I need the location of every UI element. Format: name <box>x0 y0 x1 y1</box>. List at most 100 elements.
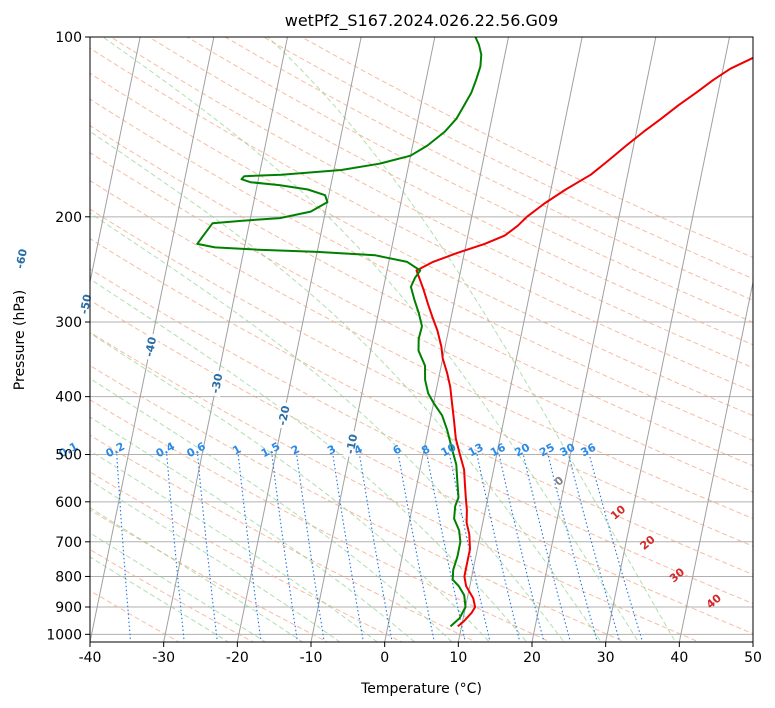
moist-adiabat-line <box>90 130 602 642</box>
moist-adiabat-line <box>267 37 677 642</box>
mixing-ratio-line <box>296 454 325 642</box>
isotherm-label-bg <box>343 429 361 458</box>
y-tick-label: 1000 <box>46 627 82 643</box>
y-tick-label: 300 <box>55 315 82 331</box>
mixing-ratio-label: 10 <box>439 441 459 460</box>
plot-area <box>90 37 753 642</box>
mixing-ratio-line <box>449 454 491 642</box>
dry-adiabat-line <box>90 471 403 642</box>
profile-lines <box>196 37 753 628</box>
mixing-ratio-line <box>116 454 132 642</box>
dry-adiabat-line <box>186 37 753 323</box>
mixing-ratio-label: 30 <box>558 441 578 460</box>
isotherm-label-bg <box>141 332 159 361</box>
mixing-ratio-label: 36 <box>579 441 599 460</box>
x-axis-label: Temperature (°C) <box>360 681 482 697</box>
isotherm-line <box>605 37 731 642</box>
isotherm-label: -30 <box>209 372 226 394</box>
isotherm-line <box>457 37 583 642</box>
mixing-ratio-line <box>397 454 435 642</box>
x-tick-label: 20 <box>523 650 541 666</box>
isotherm-line <box>163 37 289 642</box>
mixing-ratio-label: 13 <box>466 441 486 460</box>
isotherm-line <box>90 37 141 285</box>
dry-adiabat-line <box>90 98 753 441</box>
mixing-ratio-line <box>237 454 262 642</box>
mixing-ratio-line <box>358 454 393 642</box>
x-tick-label: 40 <box>670 650 688 666</box>
moist-adiabat-line <box>90 556 230 642</box>
moist-adiabat-line <box>90 278 528 642</box>
mixing-ratio-line <box>476 454 521 642</box>
dry-adiabat-line <box>90 72 753 417</box>
y-tick-label: 700 <box>55 535 82 551</box>
x-tick-label: -20 <box>226 650 249 666</box>
isotherm-label-bg <box>208 369 226 398</box>
x-tick-label: 30 <box>597 650 615 666</box>
axes: -40 -30 -20 -10 0 10 20 30 40 50 100 200 300 400 500 60… <box>46 30 762 666</box>
x-tick-label: 10 <box>449 650 467 666</box>
dewpoint-profile-line <box>196 37 483 628</box>
dry-adiabat-line <box>90 208 753 547</box>
chart-title: wetPf2_S167.2024.026.22.56.G09 <box>285 11 559 31</box>
dry-adiabat-line <box>262 37 753 280</box>
x-tick-label: -40 <box>79 650 102 666</box>
moist-adiabat-line <box>90 212 565 642</box>
dry-adiabat-line <box>90 152 753 493</box>
y-tick-label: 400 <box>55 390 82 406</box>
plot-frame <box>89 36 754 643</box>
isotherm-line <box>236 37 362 642</box>
dry-adiabat-line <box>224 37 753 301</box>
mixing-ratio-line <box>166 454 185 642</box>
isotherm-label-bg <box>12 244 30 273</box>
moist-adiabat-line <box>90 377 453 642</box>
mixing-ratio-label: 16 <box>488 441 508 460</box>
moist-adiabat-line <box>90 479 341 642</box>
isotherm-line <box>384 37 510 642</box>
y-axis-label: Pressure (hPa) <box>12 290 28 390</box>
temperature-profile-line <box>415 56 753 628</box>
isotherm-label-bg <box>275 401 293 430</box>
mixing-ratio-line <box>332 454 364 642</box>
dry-adiabat-line <box>90 47 753 393</box>
mixing-ratio-line <box>588 454 644 642</box>
mixing-ratio-line <box>197 454 218 642</box>
x-tick-label: -10 <box>300 650 323 666</box>
isotherm-label: -60 <box>13 247 30 269</box>
moist-adiabat-line <box>90 532 267 642</box>
mixing-ratio-label: 20 <box>512 441 532 460</box>
isotherm-line <box>531 37 657 642</box>
isotherm-line <box>310 37 436 642</box>
moist-adiabat-line <box>90 507 304 642</box>
moist-adiabat-line <box>90 332 491 642</box>
isotherm-line <box>678 279 753 642</box>
isotherm-label: -40 <box>143 335 160 357</box>
mixing-ratio-line <box>567 454 621 642</box>
x-tick-label: 50 <box>744 650 762 666</box>
mixing-ratio-line <box>426 454 466 642</box>
dry-adiabat-line <box>90 125 753 467</box>
y-tick-label: 600 <box>55 495 82 511</box>
dry-adiabat-line <box>90 238 753 576</box>
dry-adiabat-line <box>90 268 753 605</box>
y-tick-label: 200 <box>55 210 82 226</box>
x-tick-label: -30 <box>152 650 175 666</box>
dry-adiabat-line <box>90 331 701 642</box>
y-tick-label: 900 <box>55 600 82 616</box>
moist-adiabat-line <box>90 450 379 642</box>
isotherm-label: -10 <box>344 433 361 455</box>
mixing-ratio-line <box>498 454 545 642</box>
isotherm-label: -20 <box>276 404 293 426</box>
moist-adiabat-line <box>102 37 639 642</box>
y-tick-label: 800 <box>55 569 82 585</box>
dry-adiabat-line <box>148 37 753 346</box>
mixing-ratio-line <box>522 454 572 642</box>
y-tick-label: 100 <box>55 30 82 46</box>
mixing-ratio-label: 25 <box>537 441 557 460</box>
mixing-ratio-line <box>271 454 299 642</box>
x-tick-label: 0 <box>380 650 389 666</box>
mixing-ratio-line <box>547 454 598 642</box>
y-tick-label: 500 <box>55 448 82 464</box>
